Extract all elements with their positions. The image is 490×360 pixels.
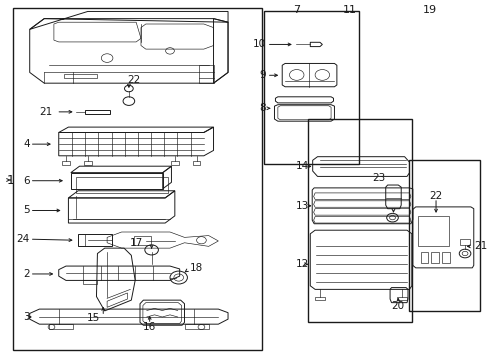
Text: 1: 1 [6, 174, 14, 186]
Text: 8: 8 [259, 103, 266, 113]
Text: 3: 3 [23, 312, 30, 322]
Text: 4: 4 [23, 139, 30, 149]
Bar [13, 8, 262, 350]
Text: 14: 14 [296, 161, 309, 171]
Text: 20: 20 [391, 301, 404, 311]
Text: 17: 17 [130, 238, 144, 248]
Bar [410, 160, 480, 311]
Bar [308, 119, 412, 321]
Text: 21: 21 [474, 241, 487, 251]
Bar [417, 216, 449, 246]
Text: 11: 11 [343, 5, 357, 15]
Text: 5: 5 [23, 206, 30, 216]
Text: 23: 23 [372, 173, 386, 183]
Text: 21: 21 [40, 107, 53, 117]
Text: 9: 9 [259, 70, 266, 80]
Text: 15: 15 [87, 313, 100, 323]
Text: 6: 6 [23, 176, 30, 186]
Bar [431, 252, 439, 263]
Text: 12: 12 [296, 259, 309, 269]
Text: 24: 24 [17, 234, 30, 244]
Bar [420, 252, 428, 263]
Bar [264, 12, 359, 164]
Text: 18: 18 [190, 263, 203, 273]
Text: 7: 7 [293, 5, 300, 15]
Text: 22: 22 [429, 191, 442, 201]
Text: 2: 2 [23, 269, 30, 279]
Text: 22: 22 [127, 75, 141, 85]
Text: 16: 16 [143, 322, 156, 332]
Text: 10: 10 [253, 40, 266, 49]
Bar [442, 252, 450, 263]
Text: 13: 13 [296, 201, 309, 211]
Text: 19: 19 [423, 5, 437, 15]
